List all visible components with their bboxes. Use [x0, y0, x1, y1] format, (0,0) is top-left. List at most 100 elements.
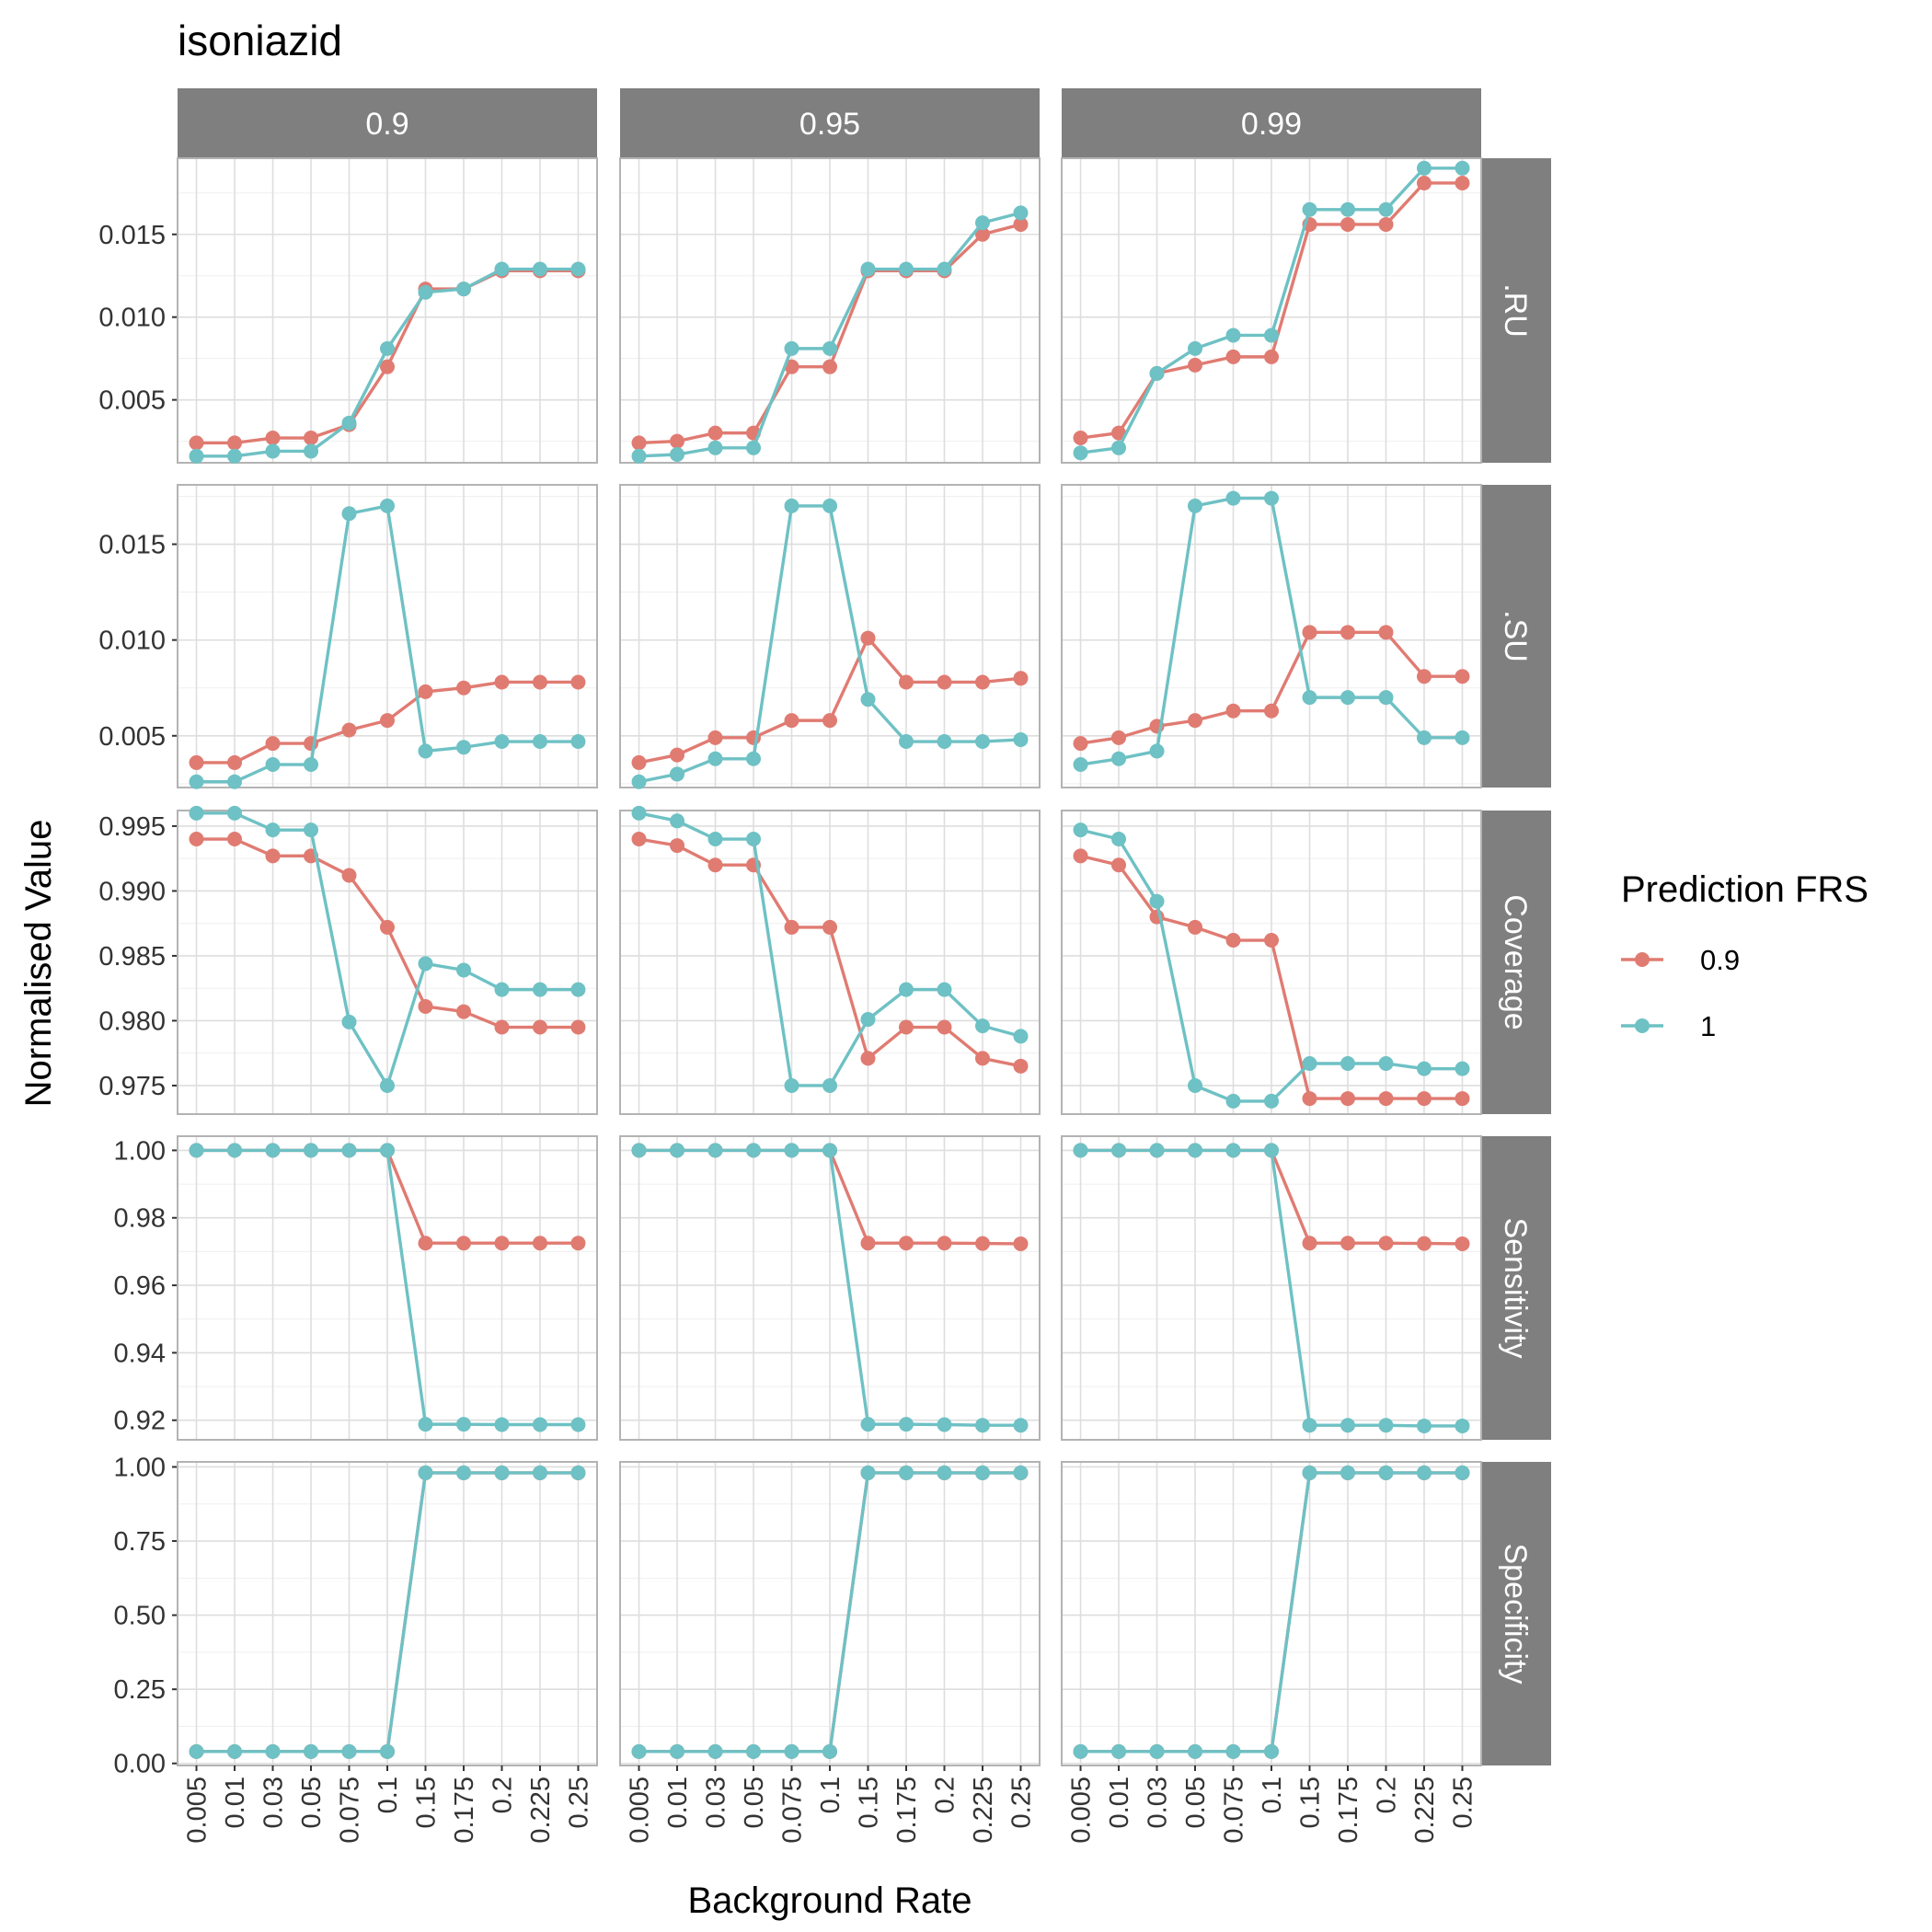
data-point: [1111, 751, 1127, 766]
y-tick-label: 0.985: [98, 942, 166, 972]
data-point: [1013, 205, 1029, 221]
data-point: [1264, 349, 1279, 364]
facet-panel: [1061, 1461, 1482, 1766]
data-point: [1416, 1418, 1432, 1433]
data-point: [1225, 703, 1241, 719]
data-point: [784, 359, 799, 374]
y-tick-label: 0.75: [114, 1527, 166, 1557]
data-point: [937, 734, 952, 750]
data-point: [1378, 216, 1394, 232]
data-point: [860, 630, 876, 646]
data-point: [1455, 160, 1470, 176]
x-tick-label: 0.05: [297, 1777, 327, 1828]
data-point: [189, 1143, 204, 1158]
x-axis-title: Background Rate: [687, 1880, 972, 1921]
data-point: [341, 415, 357, 431]
facet-panels: 0.9 0.95 0.99 .RU 0.005 0.010 0.015 .SU 0.005 0.0…: [98, 88, 1551, 1779]
x-tick-label: 0.2: [488, 1777, 517, 1813]
data-point: [937, 261, 952, 277]
data-point: [227, 754, 243, 770]
data-point: [1264, 1093, 1279, 1109]
data-point: [1455, 1061, 1470, 1076]
panel-border: [619, 157, 1041, 464]
data-point: [227, 832, 243, 847]
data-point: [265, 1743, 281, 1759]
data-point: [1302, 1465, 1317, 1480]
data-point: [974, 226, 990, 242]
data-point: [1073, 757, 1088, 773]
data-point: [1416, 1091, 1432, 1107]
data-point: [1264, 328, 1279, 343]
panel-border: [619, 484, 1041, 788]
data-point: [974, 215, 990, 231]
data-point: [898, 734, 914, 750]
data-point: [1111, 730, 1127, 745]
y-tick-label: 0.990: [98, 877, 166, 906]
data-point: [1455, 1418, 1470, 1433]
data-point: [1111, 832, 1127, 847]
data-point: [455, 1004, 471, 1019]
data-point: [670, 766, 685, 782]
data-point: [1225, 1743, 1241, 1759]
y-tick-label: 0.50: [114, 1602, 166, 1631]
data-point: [631, 435, 647, 451]
data-point: [1302, 201, 1317, 217]
y-tick-label: 1.00: [114, 1453, 166, 1482]
data-point: [974, 1236, 990, 1251]
data-point: [227, 774, 243, 789]
data-point: [341, 1014, 357, 1029]
legend-label: 0.9: [1700, 944, 1740, 976]
legend-label: 1: [1700, 1010, 1716, 1042]
data-point: [455, 680, 471, 696]
y-tick-label: 0.00: [114, 1750, 166, 1779]
panel-border: [1061, 157, 1482, 464]
data-point: [455, 740, 471, 755]
column-strip: [178, 88, 597, 158]
data-point: [227, 1743, 243, 1759]
data-point: [822, 359, 837, 374]
data-point: [1340, 1056, 1355, 1071]
panel-border: [177, 484, 598, 788]
data-point: [1302, 1091, 1317, 1107]
data-point: [265, 1143, 281, 1158]
column-strip-label: 0.9: [365, 107, 408, 142]
y-axis-title: Normalised Value: [18, 820, 59, 1108]
data-point: [974, 674, 990, 690]
data-point: [532, 1236, 547, 1251]
data-point: [822, 713, 837, 729]
x-axis: 0.005 0.01 0.03 0.05 0.075 0.1 0.15 0.175 0.2 0.2…: [183, 1765, 1478, 1844]
x-tick-label: 0.1: [1258, 1777, 1287, 1813]
data-point: [1225, 933, 1241, 949]
x-tick-label: 0.03: [1144, 1777, 1173, 1828]
data-point: [1378, 625, 1394, 640]
data-point: [1455, 1091, 1470, 1107]
row-strip-label: .RU: [1498, 283, 1533, 338]
panel-border: [619, 810, 1041, 1115]
data-point: [1378, 1418, 1394, 1433]
data-point: [532, 261, 547, 277]
x-tick-label: 0.25: [1448, 1777, 1478, 1828]
data-point: [860, 261, 876, 277]
data-point: [304, 822, 319, 838]
x-tick-label: 0.005: [1067, 1777, 1097, 1844]
y-tick-label: 0.96: [114, 1271, 166, 1301]
data-point: [494, 1465, 510, 1480]
x-tick-label: 0.005: [626, 1777, 655, 1844]
x-tick-label: 0.075: [1220, 1777, 1249, 1844]
panel-border: [1061, 810, 1482, 1115]
data-point: [1302, 1418, 1317, 1433]
data-point: [860, 1465, 876, 1480]
legend-title: Prediction FRS: [1621, 869, 1869, 910]
x-tick-label: 0.225: [1410, 1777, 1440, 1844]
data-point: [1340, 1465, 1355, 1480]
y-tick-label: 0.005: [98, 386, 166, 416]
x-tick-label: 0.075: [778, 1777, 808, 1844]
data-point: [784, 1743, 799, 1759]
data-point: [898, 674, 914, 690]
data-point: [1378, 1236, 1394, 1251]
data-point: [189, 1743, 204, 1759]
data-point: [707, 1743, 723, 1759]
data-point: [380, 713, 395, 729]
data-point: [631, 448, 647, 464]
data-point: [1073, 848, 1088, 864]
